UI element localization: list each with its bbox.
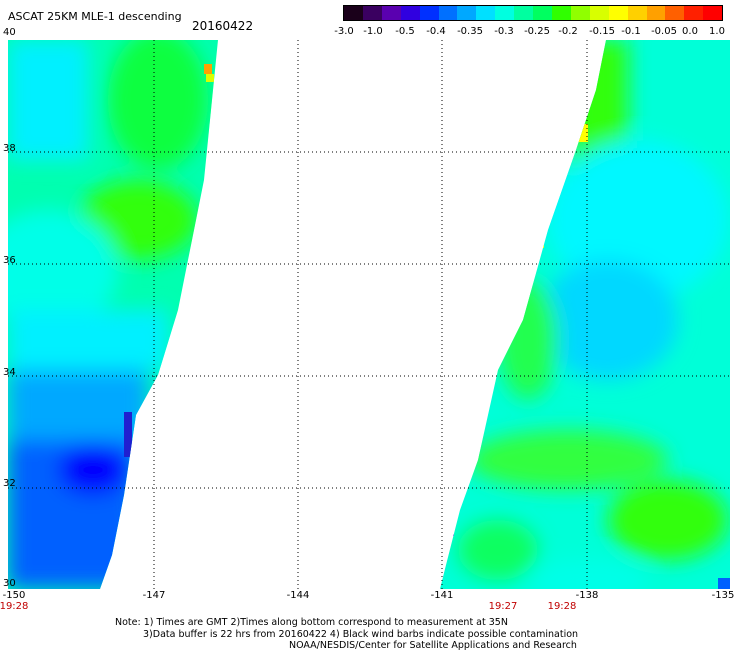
map-plot	[8, 40, 730, 589]
colorbar-segment	[514, 6, 534, 20]
lat-label: 38	[3, 143, 16, 154]
time-label: 19:27	[488, 601, 518, 612]
lat-label: 40	[3, 27, 16, 38]
time-label: 19:28	[0, 601, 29, 612]
colorbar-label: 1.0	[709, 26, 725, 37]
colorbar-labels: -3.0 -1.0 -0.5 -0.4 -0.35 -0.3 -0.25 -0.…	[0, 26, 740, 38]
lat-label: 36	[3, 255, 16, 266]
colorbar-segment	[419, 6, 439, 20]
lon-label: -141	[430, 590, 454, 601]
lat-label: 30	[3, 578, 16, 589]
swath-map	[8, 40, 730, 589]
colorbar	[343, 5, 723, 21]
colorbar-label: -0.4	[426, 26, 446, 37]
colorbar-segment	[381, 6, 401, 20]
colorbar-label: -0.2	[558, 26, 578, 37]
colorbar-segment	[362, 6, 382, 20]
lon-label: -135	[711, 590, 735, 601]
colorbar-segment	[684, 6, 704, 20]
colorbar-label: -0.5	[395, 26, 415, 37]
colorbar-segment	[551, 6, 571, 20]
footnote-line: 3)Data buffer is 22 hrs from 20160422 4)…	[143, 628, 579, 640]
colorbar-segment	[703, 6, 723, 20]
colorbar-segment	[438, 6, 458, 20]
footnotes: Note: 1) Times are GMT 2)Times along bot…	[115, 617, 578, 652]
left-swath	[8, 40, 218, 589]
colorbar-label: -3.0	[334, 26, 354, 37]
lon-label: -138	[575, 590, 599, 601]
colorbar-label: -0.05	[651, 26, 677, 37]
colorbar-segment	[476, 6, 496, 20]
footnote-line: NOAA/NESDIS/Center for Satellite Applica…	[289, 640, 577, 651]
colorbar-segment	[457, 6, 477, 20]
right-swath	[440, 40, 730, 589]
lon-label: -150	[2, 590, 26, 601]
colorbar-segment	[627, 6, 647, 20]
colorbar-segment	[665, 6, 685, 20]
colorbar-segment	[344, 6, 363, 20]
colorbar-segment	[495, 6, 515, 20]
colorbar-segment	[608, 6, 628, 20]
footnote-line: Note: 1) Times are GMT 2)Times along bot…	[115, 617, 508, 628]
product-title: ASCAT 25KM MLE-1 descending	[8, 10, 182, 23]
colorbar-segment	[646, 6, 666, 20]
lat-label: 34	[3, 367, 16, 378]
colorbar-segment	[533, 6, 552, 20]
colorbar-segment	[570, 6, 590, 20]
colorbar-label: -0.1	[621, 26, 641, 37]
colorbar-label: -0.25	[524, 26, 550, 37]
colorbar-label: 0.0	[682, 26, 698, 37]
product-date: 20160422	[192, 19, 254, 33]
lat-label: 32	[3, 478, 16, 489]
time-label: 19:28	[547, 601, 577, 612]
colorbar-label: -0.15	[589, 26, 615, 37]
colorbar-label: -0.3	[494, 26, 514, 37]
lon-label: -147	[142, 590, 166, 601]
colorbar-label: -1.0	[363, 26, 383, 37]
lon-label: -144	[286, 590, 310, 601]
graticule	[8, 40, 730, 589]
colorbar-label: -0.35	[457, 26, 483, 37]
colorbar-segment	[589, 6, 609, 20]
colorbar-segment	[400, 6, 420, 20]
